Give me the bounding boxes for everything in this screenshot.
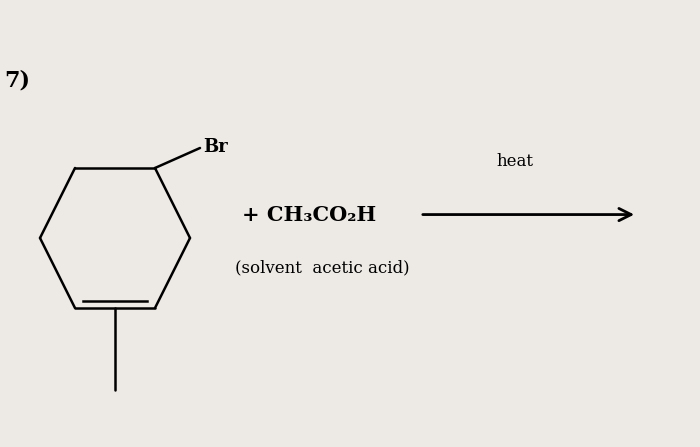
Text: (solvent  acetic acid): (solvent acetic acid) <box>234 260 409 277</box>
Text: Br: Br <box>203 138 228 156</box>
Text: 7): 7) <box>4 69 31 92</box>
Text: + CH₃CO₂H: + CH₃CO₂H <box>241 205 376 224</box>
Text: heat: heat <box>496 153 533 170</box>
